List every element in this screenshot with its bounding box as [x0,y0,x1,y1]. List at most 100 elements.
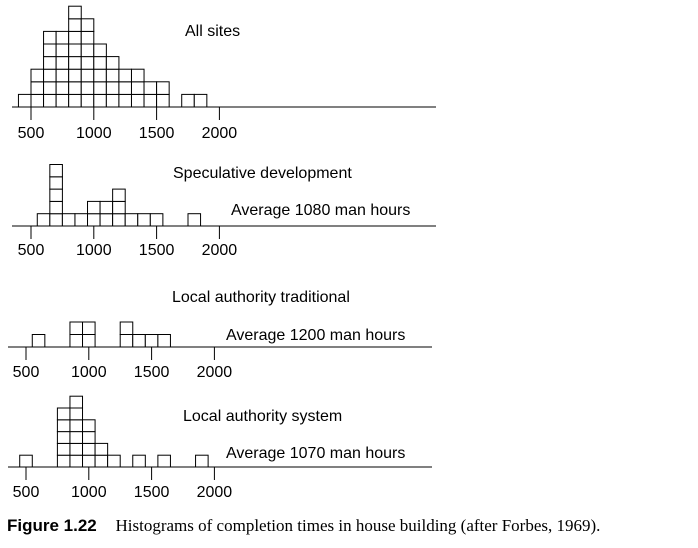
histogram-cell [130,68,145,83]
histogram-cell [87,213,101,227]
x-tick-label: 2000 [197,484,233,501]
histogram-cell [69,334,84,348]
histogram-cell [187,213,202,227]
histogram-cell [43,68,57,83]
histogram-cell [68,68,82,83]
histogram-cell [43,81,57,95]
histogram-cell [56,419,71,433]
histogram-cell [69,407,84,421]
histogram-cell [69,321,84,335]
histogram-cell [130,81,145,95]
histogram-cell [80,93,95,108]
histogram-cell [93,68,107,83]
histogram-cell [55,81,70,95]
histogram-cell [49,213,63,227]
histogram-cell [43,56,57,70]
panel-speculative-development: 500 1000 1500 2000 Speculative development … [12,164,436,259]
histogram-cell [82,454,96,468]
histogram-cell [55,30,70,45]
histogram-cell [19,454,33,468]
panel-local-authority-system: 500 1000 1500 2000 Local authority system A… [8,395,432,501]
x-tick-label: 500 [13,484,40,501]
average-annotation: Average 1080 man hours [231,202,410,219]
histogram-cell [69,395,84,409]
figure-label: Figure 1.22 [7,516,97,535]
histogram-cell [112,188,126,202]
histogram-cell [124,213,139,227]
histogram-cell [17,93,32,108]
histogram-cell [118,93,132,108]
histogram-cell [105,81,120,95]
histogram-cell [49,200,63,215]
histogram-cell [157,454,171,468]
x-tick-label: 2000 [202,242,238,259]
histogram-cell [107,454,121,468]
histogram-cell [80,56,95,70]
histogram-cell [43,30,57,45]
histogram-cell [156,93,170,108]
histogram-cell [56,431,71,444]
histogram-cell [68,56,82,70]
x-tick-label: 1000 [71,484,107,501]
histogram-cell [68,43,82,58]
panel-title: Local authority traditional [172,289,350,306]
x-tick-label: 500 [18,125,45,142]
histogram-cell [61,213,76,227]
figure-caption: Figure 1.22 Histograms of completion tim… [7,516,600,535]
panel-title: Speculative development [173,165,352,182]
histogram-cell [69,419,84,433]
histogram-cell [93,93,107,108]
histogram-cell [80,18,95,32]
panel-all-sites: 500 1000 1500 2000 All sites [12,5,436,142]
histogram-cell [105,68,120,83]
histogram-cell [82,419,96,433]
histogram-cell [132,454,146,468]
histogram-cell [93,56,107,70]
histogram-cell [68,81,82,95]
histogram-cell [56,407,71,421]
x-tick-label: 1000 [76,125,112,142]
x-tick-label: 1500 [139,125,175,142]
panel-title: Local authority system [183,408,342,425]
x-tick-label: 1000 [71,364,107,381]
histogram-cell [156,81,170,95]
histogram-cell [112,200,126,215]
histogram-cell [55,93,70,108]
histogram-cell [94,442,109,456]
histogram-cell [80,81,95,95]
histogram-cell [93,43,107,58]
x-tick-label: 1500 [134,364,170,381]
histogram-cell [69,454,84,468]
histogram-cell [49,176,63,190]
histogram-cell [69,431,84,444]
histogram-cell [68,30,82,45]
histogram-cell [43,93,57,108]
histogram-cell [68,93,82,108]
histogram-cell [82,442,96,456]
average-annotation: Average 1070 man hours [226,445,405,462]
histogram-bars [31,321,171,348]
histogram-bars [17,5,208,108]
histogram-cell [36,213,51,227]
histogram-cell [105,56,120,70]
histogram-cell [82,321,96,335]
histogram-cell [55,56,70,70]
histogram-cell [119,334,134,348]
histogram-cell [49,164,63,178]
x-tick-label: 2000 [202,125,238,142]
histogram-cell [69,442,84,456]
x-axis-ticks: 500 1000 1500 2000 [18,226,238,259]
histogram-cell [130,93,145,108]
histogram-cell [31,334,46,348]
histogram-cell [118,68,132,83]
histogram-cell [157,334,171,348]
histogram-cell [80,68,95,83]
x-axis-ticks: 500 1000 1500 2000 [18,107,238,142]
histogram-cell [118,81,132,95]
histogram-cell [193,93,208,108]
histogram-cell [49,188,63,202]
histogram-cell [30,93,45,108]
x-tick-label: 500 [18,242,45,259]
x-tick-label: 1500 [139,242,175,259]
